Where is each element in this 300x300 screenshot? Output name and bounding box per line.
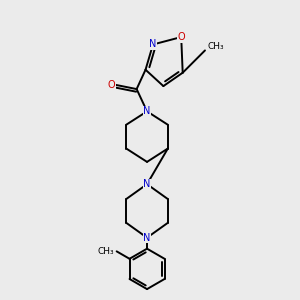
Text: N: N [149,40,157,50]
Text: CH₃: CH₃ [207,42,224,51]
Text: O: O [107,80,115,90]
Text: O: O [177,32,185,42]
Text: N: N [143,106,151,116]
Text: N: N [143,233,151,243]
Text: N: N [143,179,151,189]
Text: CH₃: CH₃ [98,247,114,256]
